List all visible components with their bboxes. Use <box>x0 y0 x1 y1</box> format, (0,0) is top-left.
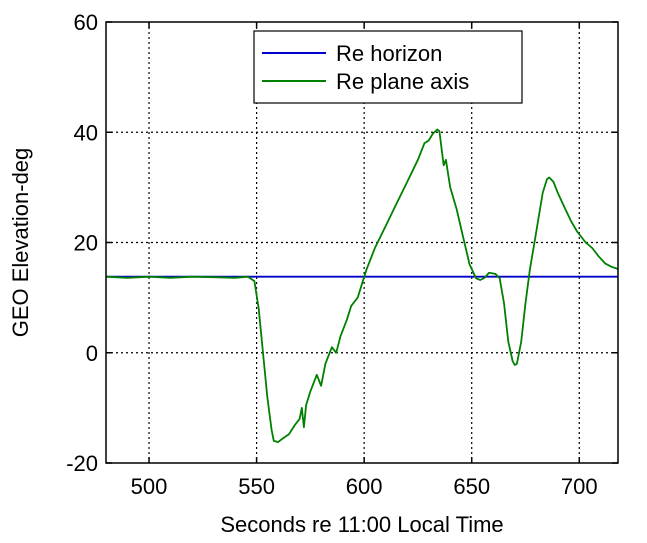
y-tick-label: 60 <box>74 10 98 35</box>
legend: Re horizon Re plane axis <box>253 30 523 104</box>
y-tick-label: -20 <box>66 451 98 476</box>
x-axis-label: Seconds re 11:00 Local Time <box>220 512 503 537</box>
y-tick-label: 20 <box>74 231 98 256</box>
y-axis-label: GEO Elevation-deg <box>8 148 33 338</box>
axis-ticks: 500 550 600 650 700 -20 0 20 40 60 <box>66 10 618 499</box>
legend-box <box>253 30 523 104</box>
x-tick-label: 650 <box>453 474 490 499</box>
series-lines <box>106 128 618 443</box>
x-tick-label: 500 <box>131 474 168 499</box>
y-tick-label: 40 <box>74 120 98 145</box>
x-tick-label: 700 <box>561 474 598 499</box>
x-tick-label: 550 <box>238 474 275 499</box>
y-tick-label: 0 <box>86 341 98 366</box>
series-line-re-plane-axis <box>106 128 618 443</box>
legend-label-re-plane-axis: Re plane axis <box>336 69 469 94</box>
grid-lines <box>106 22 618 463</box>
x-tick-label: 600 <box>346 474 383 499</box>
legend-label-re-horizon: Re horizon <box>336 41 442 66</box>
